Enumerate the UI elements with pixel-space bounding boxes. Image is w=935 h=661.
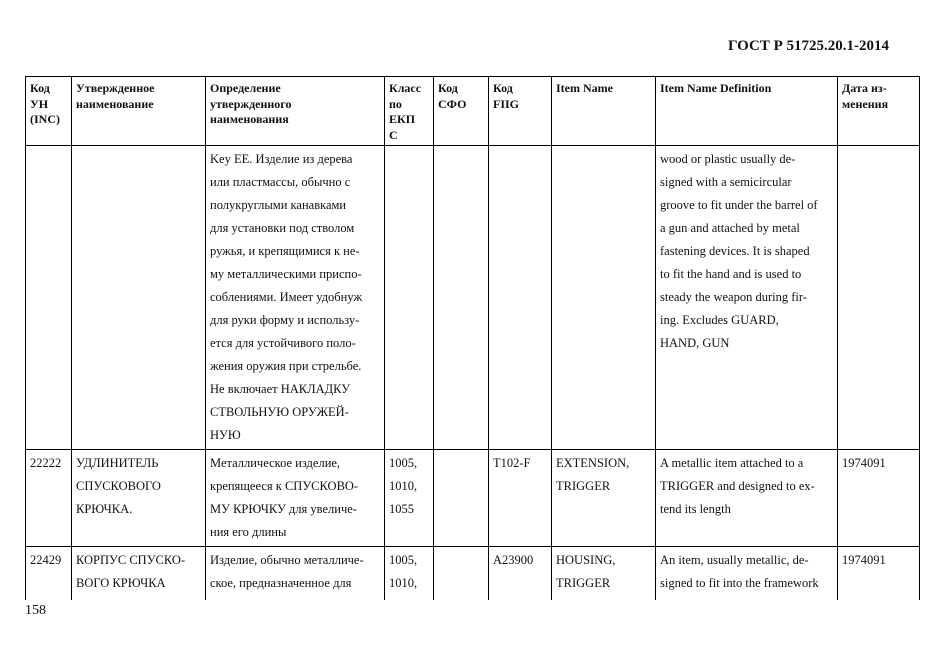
page-number: 158: [25, 603, 46, 618]
table-header-row: Код УН (INC) Утвержденное наименование О…: [25, 76, 920, 146]
cell-item-definition: A metallic item attached to a TRIGGER an…: [655, 449, 838, 547]
column-header: Дата из- менения: [837, 76, 920, 146]
cell-item-name: EXTENSION, TRIGGER: [551, 449, 656, 547]
column-header: Код FIIG: [488, 76, 552, 146]
cell-fiig: T102-F: [488, 449, 552, 547]
data-table: Код УН (INC) Утвержденное наименование О…: [25, 76, 920, 600]
column-header: Класс по ЕКП С: [384, 76, 434, 146]
cell-sfo: [433, 546, 489, 600]
table-row: Key EE. Изделие из дерева или пластмассы…: [25, 145, 920, 450]
cell-class: 1005, 1010,: [384, 546, 434, 600]
column-header: Код СФО: [433, 76, 489, 146]
cell-fiig: A23900: [488, 546, 552, 600]
cell-item-definition: wood or plastic usually de- signed with …: [655, 145, 838, 450]
column-header: Определение утвержденного наименования: [205, 76, 385, 146]
column-header: Item Name Definition: [655, 76, 838, 146]
cell-definition: Key EE. Изделие из дерева или пластмассы…: [205, 145, 385, 450]
column-header: Утвержденное наименование: [71, 76, 206, 146]
cell-definition: Металлическое изделие, крепящееся к СПУС…: [205, 449, 385, 547]
cell-item-definition: An item, usually metallic, de- signed to…: [655, 546, 838, 600]
table-row: 22429 КОРПУС СПУСКО- ВОГО КРЮЧКА Изделие…: [25, 546, 920, 600]
cell-date: [837, 145, 920, 450]
cell-item-name: [551, 145, 656, 450]
cell-date: 1974091: [837, 546, 920, 600]
cell-item-name: HOUSING, TRIGGER: [551, 546, 656, 600]
cell-definition: Изделие, обычно металличе- ское, предназ…: [205, 546, 385, 600]
cell-inc: 22429: [25, 546, 72, 600]
cell-sfo: [433, 449, 489, 547]
cell-inc: 22222: [25, 449, 72, 547]
cell-date: 1974091: [837, 449, 920, 547]
table-row: 22222 УДЛИНИТЕЛЬ СПУСКОВОГО КРЮЧКА. Мета…: [25, 449, 920, 547]
column-header: Item Name: [551, 76, 656, 146]
cell-approved-name: УДЛИНИТЕЛЬ СПУСКОВОГО КРЮЧКА.: [71, 449, 206, 547]
document-code: ГОСТ Р 51725.20.1-2014: [727, 38, 889, 54]
cell-inc: [25, 145, 72, 450]
cell-class: 1005, 1010, 1055: [384, 449, 434, 547]
cell-approved-name: КОРПУС СПУСКО- ВОГО КРЮЧКА: [71, 546, 206, 600]
cell-fiig: [488, 145, 552, 450]
cell-sfo: [433, 145, 489, 450]
cell-approved-name: [71, 145, 206, 450]
column-header: Код УН (INC): [25, 76, 72, 146]
cell-class: [384, 145, 434, 450]
